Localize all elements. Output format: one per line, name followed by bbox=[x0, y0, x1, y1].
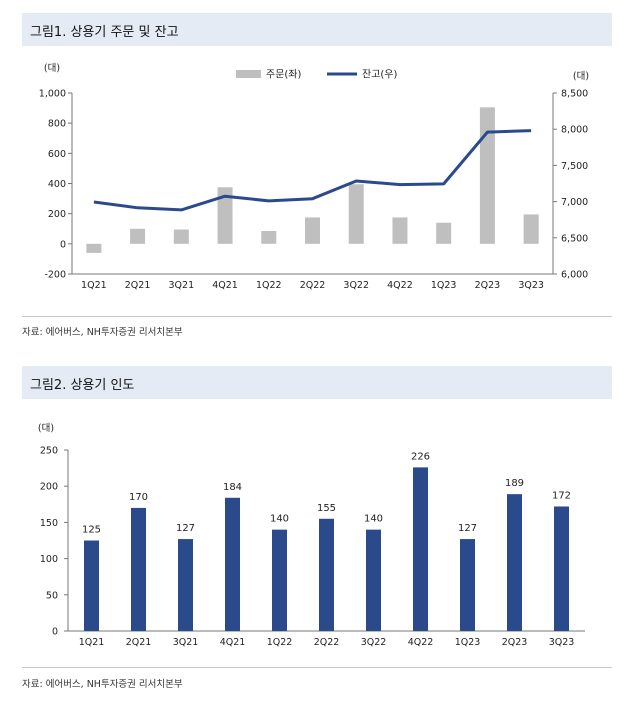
figure1-header: 그림1. 상용기 주문 및 잔고 bbox=[22, 13, 612, 46]
deliveries-bar bbox=[131, 507, 146, 631]
right-tick-label: 6,500 bbox=[561, 233, 588, 244]
x-tick-label: 1Q23 bbox=[455, 637, 481, 648]
x-tick-label: 1Q23 bbox=[431, 280, 457, 291]
left-axis-unit: (대) bbox=[44, 63, 60, 74]
right-tick-label: 8,000 bbox=[561, 125, 588, 136]
deliveries-data-label: 155 bbox=[317, 503, 336, 514]
x-tick-label: 3Q21 bbox=[169, 280, 195, 291]
orders-bar bbox=[86, 243, 102, 253]
left-tick-label: 800 bbox=[48, 119, 66, 130]
x-tick-label: 1Q21 bbox=[81, 280, 107, 291]
orders-bar bbox=[173, 229, 189, 244]
x-tick-label: 3Q23 bbox=[549, 637, 575, 648]
deliveries-bar bbox=[84, 540, 99, 631]
deliveries-bar bbox=[272, 529, 287, 631]
right-tick-label: 6,000 bbox=[561, 270, 588, 281]
deliveries-data-label: 184 bbox=[223, 482, 242, 493]
orders-bar bbox=[392, 217, 408, 244]
x-tick-label: 3Q21 bbox=[173, 637, 199, 648]
x-tick-label: 4Q21 bbox=[212, 280, 238, 291]
x-tick-label: 1Q22 bbox=[256, 280, 282, 291]
x-tick-label: 2Q22 bbox=[314, 637, 340, 648]
left-tick-label: 1,000 bbox=[39, 89, 66, 100]
y-tick-label: 0 bbox=[52, 627, 58, 638]
deliveries-data-label: 140 bbox=[364, 514, 383, 525]
x-tick-label: 2Q22 bbox=[300, 280, 326, 291]
y-tick-label: 250 bbox=[40, 446, 58, 457]
deliveries-bar bbox=[178, 539, 193, 631]
right-tick-label: 7,500 bbox=[561, 161, 588, 172]
deliveries-data-label: 140 bbox=[270, 514, 289, 525]
x-tick-label: 3Q22 bbox=[343, 280, 369, 291]
legend-orders-label: 주문(좌) bbox=[266, 69, 302, 81]
orders-bar bbox=[217, 187, 233, 244]
x-tick-label: 2Q21 bbox=[125, 280, 151, 291]
deliveries-bar bbox=[413, 467, 428, 631]
x-tick-label: 4Q21 bbox=[220, 637, 246, 648]
x-tick-label: 2Q21 bbox=[126, 637, 152, 648]
figure1-source: 자료: 에어버스, NH투자증권 리서치본부 bbox=[22, 327, 183, 338]
deliveries-data-label: 170 bbox=[129, 492, 148, 503]
y-tick-label: 150 bbox=[40, 518, 58, 529]
x-tick-label: 1Q21 bbox=[79, 637, 105, 648]
deliveries-data-label: 226 bbox=[411, 451, 430, 462]
x-tick-label: 2Q23 bbox=[502, 637, 528, 648]
deliveries-data-label: 127 bbox=[458, 523, 477, 534]
right-axis-unit: (대) bbox=[573, 71, 589, 82]
orders-bar bbox=[305, 217, 320, 244]
x-tick-label: 2Q23 bbox=[475, 280, 501, 291]
orders-bar bbox=[261, 231, 277, 244]
x-tick-label: 4Q22 bbox=[408, 637, 434, 648]
deliveries-chart: 0 50 100 150 200 250 (대) 125 170 127 184 140 155 140 2… bbox=[38, 423, 585, 648]
orders-backlog-chart: -200 0 200 400 600 800 1,000 6,000 6,500 7,000 7,5… bbox=[39, 63, 589, 291]
y-tick-label: 200 bbox=[40, 482, 58, 493]
orders-bar bbox=[436, 222, 452, 244]
right-tick-label: 7,000 bbox=[561, 197, 588, 208]
x-tick-label: 4Q22 bbox=[387, 280, 413, 291]
legend-backlog-label: 잔고(우) bbox=[362, 69, 398, 81]
deliveries-bar bbox=[507, 494, 522, 631]
y-tick-label: 50 bbox=[46, 590, 58, 601]
deliveries-data-label: 172 bbox=[552, 490, 571, 501]
figure1-title: 그림1. 상용기 주문 및 잔고 bbox=[30, 25, 179, 40]
figure2-title: 그림2. 상용기 인도 bbox=[30, 378, 135, 393]
x-tick-label: 3Q23 bbox=[518, 280, 544, 291]
x-tick-label: 1Q22 bbox=[267, 637, 293, 648]
deliveries-bar bbox=[225, 497, 240, 631]
y-tick-label: 100 bbox=[40, 554, 58, 565]
left-tick-label: -200 bbox=[44, 270, 66, 281]
deliveries-data-label: 125 bbox=[82, 525, 101, 536]
right-tick-label: 8,500 bbox=[561, 89, 588, 100]
left-tick-label: 400 bbox=[48, 179, 66, 190]
deliveries-bar bbox=[366, 529, 381, 631]
deliveries-bar bbox=[554, 506, 569, 631]
y-axis-unit: (대) bbox=[38, 423, 54, 434]
figure2-divider bbox=[22, 667, 612, 668]
deliveries-data-label: 189 bbox=[505, 478, 524, 489]
figure2-source: 자료: 에어버스, NH투자증권 리서치본부 bbox=[22, 679, 183, 690]
orders-bar bbox=[348, 184, 364, 244]
figure2-header: 그림2. 상용기 인도 bbox=[22, 366, 612, 399]
orders-bar bbox=[523, 214, 539, 244]
legend-orders-swatch bbox=[236, 70, 261, 78]
figure1-divider bbox=[22, 316, 612, 317]
orders-bar bbox=[479, 107, 495, 244]
deliveries-bar bbox=[319, 518, 334, 631]
deliveries-data-label: 127 bbox=[176, 523, 195, 534]
left-tick-label: 200 bbox=[48, 209, 66, 220]
left-tick-label: 600 bbox=[48, 149, 66, 160]
orders-bar bbox=[130, 228, 146, 244]
backlog-line bbox=[93, 129, 532, 212]
left-tick-label: 0 bbox=[60, 239, 66, 250]
x-tick-label: 3Q22 bbox=[361, 637, 387, 648]
deliveries-bar bbox=[460, 539, 475, 631]
